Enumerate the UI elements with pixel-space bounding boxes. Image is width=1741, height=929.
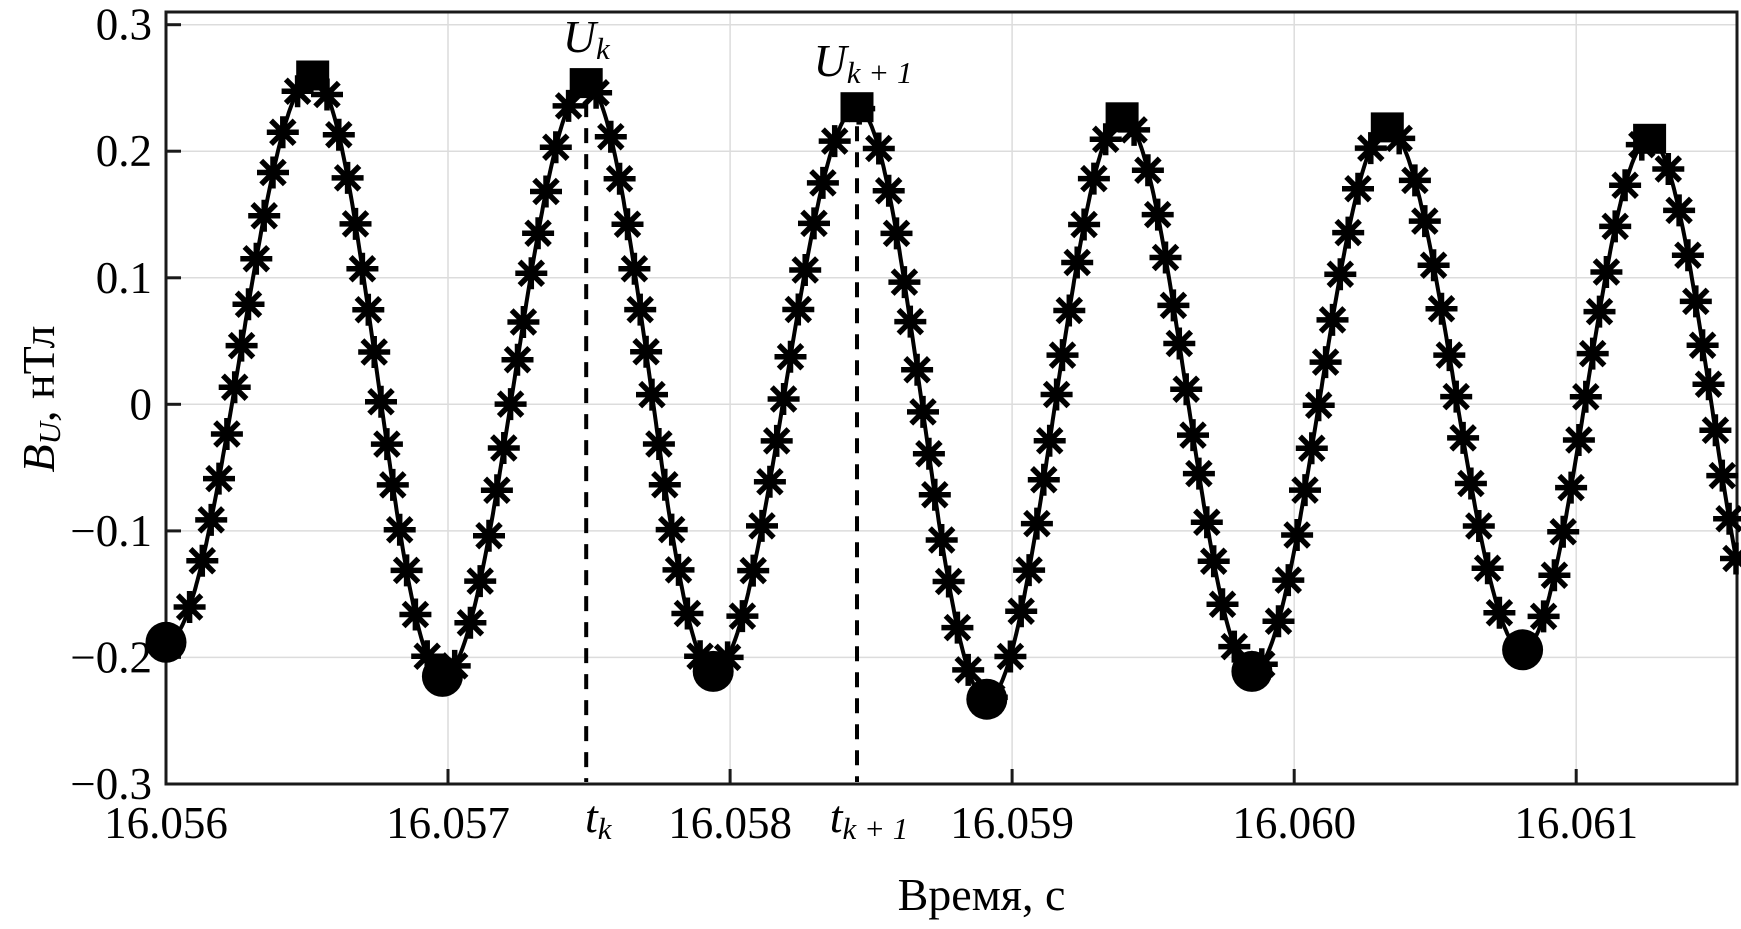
time-annotation-tk: tk — [498, 791, 698, 846]
time-annotation-tk1-subscript: k + 1 — [842, 810, 909, 846]
peak-annotation-uk-symbol: U — [562, 11, 596, 63]
gridlines — [166, 12, 1737, 784]
trough-circle-marker — [421, 655, 463, 697]
x-tick-label: 16.056 — [104, 798, 228, 848]
y-tick-label: 0 — [130, 379, 153, 429]
trough-circle-marker — [1502, 629, 1544, 671]
y-tick-label: −0.1 — [70, 506, 152, 556]
x-tick-label: 16.057 — [386, 798, 510, 848]
peak-annotation-uk1-symbol: U — [813, 35, 847, 87]
peak-square-marker — [1633, 123, 1667, 154]
x-axis-label: Время, с — [897, 869, 1066, 920]
y-tick-label: 0.3 — [96, 0, 152, 50]
trough-circle-marker — [145, 621, 187, 663]
y-tick-label: −0.3 — [70, 759, 152, 809]
time-annotation-tk1-symbol: t — [829, 791, 843, 842]
y-axis-label-symbol: B — [12, 444, 64, 473]
y-tick-label: −0.2 — [70, 632, 152, 682]
peak-annotation-uk-subscript: k — [595, 30, 610, 66]
y-axis-label: BU, нТл — [9, 249, 68, 549]
x-tick-label: 16.060 — [1232, 798, 1356, 848]
peak-annotation-uk1-subscript: k + 1 — [846, 54, 913, 90]
time-annotation-tk1: tk + 1 — [769, 791, 969, 846]
trough-circle-marker — [1231, 650, 1273, 692]
peak-square-marker — [296, 60, 330, 91]
x-tick-label: 16.058 — [668, 798, 792, 848]
x-tick-label: 16.059 — [950, 798, 1074, 848]
peak-square-marker — [840, 92, 874, 123]
y-axis-label-subscript: U — [32, 421, 68, 445]
peak-square-marker — [1105, 102, 1139, 133]
peak-square-marker — [1370, 112, 1404, 143]
peak-annotation-uk: Uk — [486, 11, 686, 66]
asterisk-markers — [150, 75, 1741, 714]
trough-circle-marker — [966, 678, 1008, 720]
time-annotation-tk-symbol: t — [584, 791, 598, 842]
x-tick-label: 16.061 — [1514, 798, 1638, 848]
trough-circle-marker — [692, 650, 734, 692]
peak-annotation-uk1: Uk + 1 — [763, 35, 963, 90]
y-tick-label: 0.1 — [96, 253, 152, 303]
peak-square-marker — [569, 68, 603, 99]
plot-frame — [164, 10, 1739, 786]
time-annotation-tk-subscript: k — [597, 810, 612, 846]
y-axis-label-units: , нТл — [12, 325, 64, 422]
y-tick-label: 0.2 — [96, 126, 152, 176]
